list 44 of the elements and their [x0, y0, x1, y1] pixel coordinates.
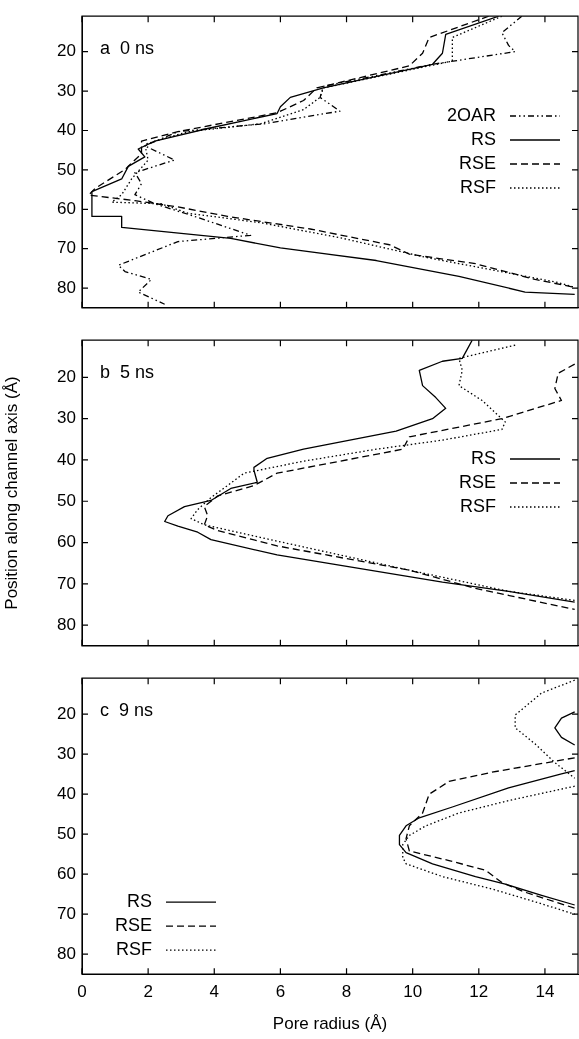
- annotation: c 9 ns: [100, 700, 154, 721]
- y-tick-label: 60: [57, 863, 76, 883]
- x-tick-label: 2: [143, 982, 153, 1002]
- x-tick-label: 12: [469, 982, 489, 1002]
- y-tick-label: 70: [57, 573, 76, 593]
- y-tick-label: 80: [57, 614, 76, 634]
- y-tick-label: 40: [57, 449, 76, 469]
- x-tick-label: 10: [403, 982, 423, 1002]
- y-tick-label: 40: [57, 783, 76, 803]
- x-tick-label: 4: [209, 982, 219, 1002]
- y-tick-label: 30: [57, 743, 76, 763]
- x-axis-title: Pore radius (Å): [272, 1014, 388, 1034]
- legend-label: RSE: [458, 152, 496, 173]
- legend-label: 2OAR: [446, 104, 496, 125]
- y-tick-label: 60: [57, 532, 76, 552]
- y-tick-label: 50: [57, 490, 76, 510]
- x-tick-label: 8: [341, 982, 352, 1002]
- x-tick-label: 0: [77, 982, 87, 1002]
- legend-label: RS: [470, 128, 496, 149]
- legend-label: RSE: [114, 915, 152, 936]
- y-tick-label: 70: [57, 238, 76, 258]
- y-tick-label: 20: [57, 367, 76, 387]
- y-tick-label: 20: [57, 703, 76, 723]
- legend-label: RS: [126, 891, 152, 912]
- y-tick-label: 20: [57, 41, 76, 61]
- legend-label: RSF: [460, 495, 496, 516]
- y-tick-label: 80: [57, 277, 76, 297]
- y-tick-label: 50: [57, 159, 76, 179]
- legend-label: RSF: [460, 176, 496, 197]
- legend-label: RS: [470, 447, 496, 468]
- y-tick-label: 30: [57, 80, 76, 100]
- annotation: a 0 ns: [100, 38, 155, 59]
- legend-label: RSE: [458, 471, 496, 492]
- annotation: b 5 ns: [100, 362, 155, 383]
- y-tick-label: 80: [57, 943, 76, 963]
- y-tick-label: 50: [57, 823, 76, 843]
- legend-label: RSF: [116, 939, 152, 960]
- y-tick-label: 30: [57, 408, 76, 428]
- y-tick-label: 60: [57, 198, 76, 218]
- y-tick-label: 40: [57, 120, 76, 140]
- x-tick-label: 14: [535, 982, 555, 1002]
- y-axis-title: Position along channel axis (Å): [1, 376, 21, 610]
- x-tick-label: 6: [275, 982, 286, 1002]
- y-tick-label: 70: [57, 903, 76, 923]
